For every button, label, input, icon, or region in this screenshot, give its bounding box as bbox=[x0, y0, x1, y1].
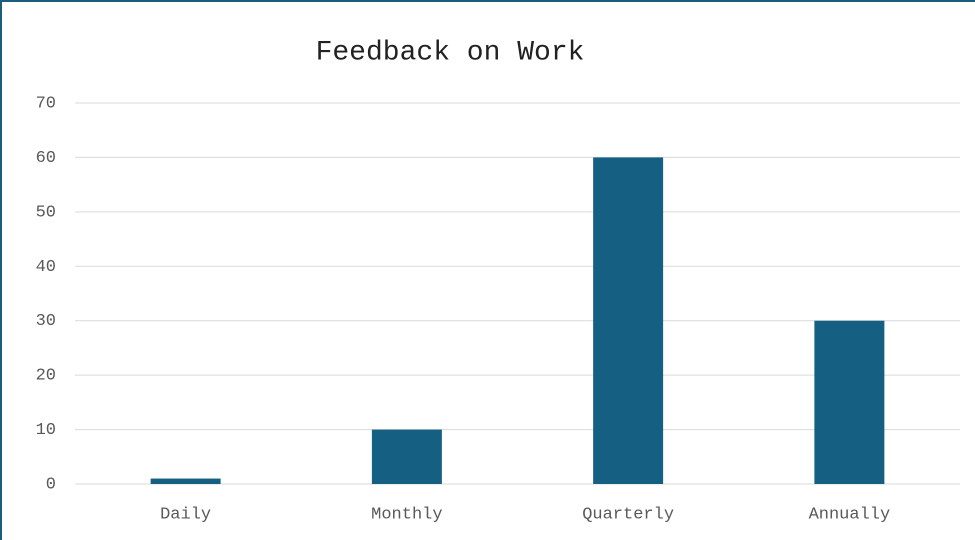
bar bbox=[814, 320, 885, 484]
x-tick-label: Daily bbox=[160, 505, 211, 524]
bar bbox=[593, 157, 664, 484]
bar bbox=[150, 478, 221, 484]
y-tick-label: 70 bbox=[36, 94, 56, 113]
y-tick-label: 10 bbox=[36, 421, 56, 440]
bar bbox=[371, 429, 442, 484]
chart-title: Feedback on Work bbox=[316, 37, 585, 68]
y-tick-label: 40 bbox=[36, 258, 56, 277]
x-tick-label: Monthly bbox=[371, 505, 442, 524]
y-tick-label: 60 bbox=[36, 149, 56, 168]
y-tick-label: 30 bbox=[36, 312, 56, 331]
y-tick-label: 50 bbox=[36, 203, 56, 222]
y-tick-label: 0 bbox=[46, 475, 56, 494]
x-tick-label: Quarterly bbox=[582, 505, 674, 524]
y-tick-label: 20 bbox=[36, 367, 56, 386]
x-tick-label: Annually bbox=[809, 505, 891, 524]
